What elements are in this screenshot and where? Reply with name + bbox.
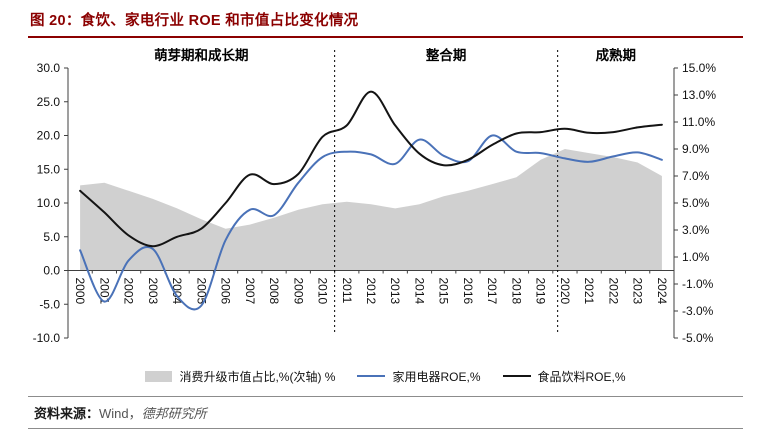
left-axis-tick-label: 20.0 <box>37 129 61 143</box>
right-axis-tick-label: 5.0% <box>682 196 710 210</box>
source-wind: Wind， <box>99 406 142 421</box>
roe-marketcap-chart: 30.0 25.0 20.0 15.0 10.0 5.0 0.0 -5.0 -10.0 15.0%… <box>33 47 717 345</box>
phase-label: 成熟期 <box>596 47 637 63</box>
left-axis-tick-label: 15.0 <box>37 162 61 176</box>
x-axis-year-label: 2019 <box>534 278 548 305</box>
right-axis-tick-label: 11.0% <box>682 115 715 129</box>
x-axis-year-label: 2004 <box>170 278 184 305</box>
x-axis-year-label: 2003 <box>146 278 160 305</box>
right-axis-tick-label: 13.0% <box>682 88 716 102</box>
x-axis-year-label: 2006 <box>219 278 233 305</box>
x-axis-year-label: 2018 <box>509 278 523 305</box>
series-area-marketcap <box>80 149 662 271</box>
left-axis-tick-label: -5.0 <box>39 297 60 311</box>
chart-legend: 消费升级市值占比,%(次轴) % 家用电器ROE,% 食品饮料ROE,% <box>0 366 771 386</box>
x-axis-year-label: 2011 <box>340 278 354 304</box>
x-axis-year-label: 2024 <box>655 278 669 305</box>
x-axis-year-label: 2017 <box>485 278 499 305</box>
x-axis-year-label: 2010 <box>316 278 330 305</box>
title-underline <box>28 36 743 38</box>
source-org: 德邦研究所 <box>141 406 207 421</box>
right-axis-tick-label: 7.0% <box>682 169 710 183</box>
x-axis-year-label: 2020 <box>558 278 572 305</box>
x-axis-year-label: 2005 <box>194 278 208 305</box>
left-axis-tick-label: 5.0 <box>43 230 60 244</box>
source-prefix: 资料来源： <box>34 406 100 421</box>
x-axis-year-label: 2013 <box>388 278 402 305</box>
right-axis-tick-label: -5.0% <box>682 331 714 345</box>
legend-swatch-area <box>145 370 173 382</box>
x-axis-year-label: 2007 <box>243 278 257 305</box>
legend-item-marketcap: 消费升级市值占比,%(次轴) % <box>145 368 335 385</box>
left-axis-tick-label: 0.0 <box>43 264 60 278</box>
x-axis-year-label: 2022 <box>606 278 620 305</box>
right-axis-tick-label: 1.0% <box>682 250 710 264</box>
legend-swatch-food-line <box>502 374 531 378</box>
legend-item-appliance-roe: 家用电器ROE,% <box>357 368 481 385</box>
x-axis-year-label: 2016 <box>461 278 475 305</box>
phase-label: 萌芽期和成长期 <box>154 47 249 63</box>
left-axis-tick-label: 10.0 <box>37 196 61 210</box>
source-divider-top <box>28 396 743 397</box>
left-axis-tick-label: 30.0 <box>37 61 61 75</box>
phase-label: 整合期 <box>426 47 467 63</box>
x-axis-year-label: 2021 <box>582 278 596 305</box>
left-axis-tick-label: 25.0 <box>37 95 61 109</box>
source-note: 资料来源：Wind，德邦研究所 <box>34 403 207 422</box>
legend-label-food-roe: 食品饮料ROE,% <box>537 369 626 384</box>
chart-area: 30.0 25.0 20.0 15.0 10.0 5.0 0.0 -5.0 -10.0 15.0%… <box>0 42 771 364</box>
legend-label-marketcap: 消费升级市值占比,%(次轴) % <box>179 369 336 384</box>
x-axis-year-label: 2023 <box>631 278 645 305</box>
x-axis-year-label: 2012 <box>364 278 378 305</box>
x-axis-year-label: 2014 <box>412 278 426 305</box>
legend-item-food-roe: 食品饮料ROE,% <box>502 368 626 385</box>
x-axis-year-label: 2002 <box>122 278 136 305</box>
x-axis-year-label: 2008 <box>267 278 281 305</box>
legend-swatch-appliance-line <box>357 374 386 378</box>
x-axis-year-label: 2001 <box>97 278 111 305</box>
right-axis-tick-label: 3.0% <box>682 223 710 237</box>
series-line-appliance-roe <box>79 134 663 311</box>
x-axis-year-label: 2009 <box>291 278 305 305</box>
x-axis-year-label: 2000 <box>73 278 87 305</box>
left-axis-tick-label: -10.0 <box>33 331 61 345</box>
legend-label-appliance-roe: 家用电器ROE,% <box>392 369 481 384</box>
right-axis-tick-label: 15.0% <box>682 61 716 75</box>
series-line-food-roe <box>79 90 663 248</box>
x-axis-year-label: 2015 <box>437 278 451 305</box>
right-axis-tick-label: 9.0% <box>682 142 710 156</box>
source-divider-bottom <box>28 428 743 429</box>
right-axis-tick-label: -3.0% <box>682 304 714 318</box>
figure-title: 图 20：食饮、家电行业 ROE 和市值占比变化情况 <box>30 13 359 29</box>
right-axis-tick-label: -1.0% <box>682 277 714 291</box>
